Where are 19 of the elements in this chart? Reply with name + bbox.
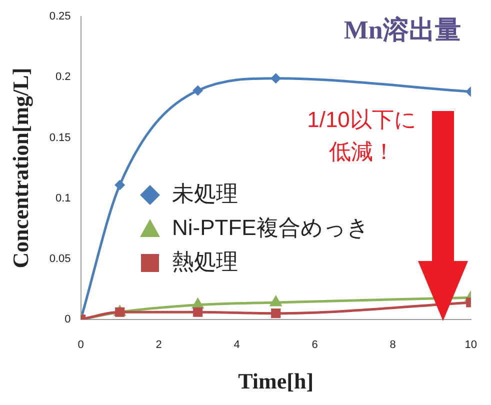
x-tick-label: 0 [78,339,84,352]
legend-label: Ni-PTFE複合めっき [172,215,370,240]
y-tick-label: 0.2 [56,71,71,84]
x-tick-label: 6 [312,339,318,352]
annotation: 1/10以下に低減！ [307,107,417,164]
y-axis-title: Concentration[mg/L] [8,68,33,268]
x-tick-label: 10 [464,339,478,352]
y-tick-label: 0.15 [49,132,71,144]
legend-label: 未処理 [172,181,238,206]
x-tick-label: 4 [234,339,240,352]
x-tick-label: 8 [390,339,396,352]
x-tick-label: 2 [156,339,162,352]
x-axis-title: Time[h] [238,368,314,394]
y-tick-label: 0 [64,313,71,326]
y-tick-label: 0.05 [49,252,71,265]
chart-title: Mn溶出量 [344,15,461,44]
y-tick-label: 0.1 [56,192,71,204]
y-tick-label: 0.25 [49,10,71,23]
legend-label: 熱処理 [172,249,238,274]
